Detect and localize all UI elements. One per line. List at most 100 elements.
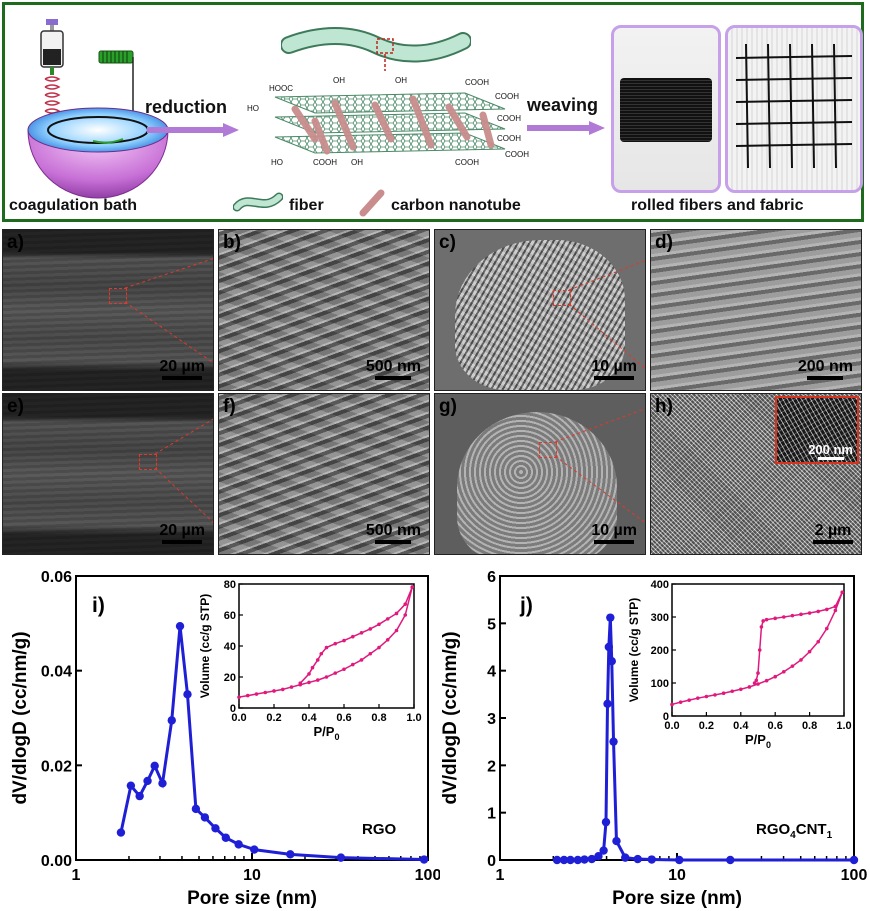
inset-y-tick-label: 0 bbox=[663, 711, 669, 723]
x-tick-label: 100 bbox=[415, 867, 440, 884]
coagulation-bath-icon bbox=[27, 107, 169, 199]
desorption-point bbox=[410, 585, 415, 589]
group-label: COOH bbox=[497, 114, 521, 123]
desorption-point bbox=[403, 602, 408, 606]
data-point bbox=[580, 855, 589, 864]
inset-x-tick-label: 0.2 bbox=[699, 720, 714, 732]
data-point bbox=[633, 854, 642, 864]
adsorption-point bbox=[816, 639, 820, 644]
data-point bbox=[612, 836, 621, 846]
group-label: HO bbox=[271, 158, 283, 167]
x-tick-label: 10 bbox=[668, 867, 686, 884]
inset-x-tick-label: 0.0 bbox=[664, 720, 679, 732]
inset-y-tick-label: 100 bbox=[651, 678, 669, 690]
desorption-point bbox=[315, 658, 320, 662]
data-point bbox=[559, 855, 569, 865]
adsorption-point bbox=[670, 702, 674, 707]
group-label: COOH bbox=[455, 158, 479, 167]
desorption-point bbox=[307, 672, 311, 676]
data-point bbox=[158, 779, 167, 788]
desorption-point bbox=[833, 604, 838, 609]
desorption-point bbox=[333, 641, 338, 646]
y-tick-label: 0.00 bbox=[41, 853, 72, 870]
scale-bar: 20 µm bbox=[159, 522, 205, 544]
rgo-cnt-structure-illustration: HOOC OH COOH HO OH COOH COOH HO COOH OH … bbox=[247, 76, 529, 167]
data-point bbox=[594, 852, 603, 861]
data-point bbox=[601, 817, 611, 827]
adsorption-point bbox=[315, 678, 320, 682]
adsorption-point bbox=[721, 691, 726, 696]
desorption-point bbox=[840, 590, 845, 595]
x-tick-label: 10 bbox=[243, 867, 261, 884]
carbon-nanotube-legend-label: carbon nanotube bbox=[391, 197, 521, 214]
data-point bbox=[167, 716, 176, 725]
desorption-point bbox=[799, 612, 803, 617]
scale-bar: 500 nm bbox=[366, 358, 421, 380]
fiber-legend-icon bbox=[233, 192, 283, 212]
data-point bbox=[604, 642, 614, 652]
adsorption-point bbox=[254, 692, 259, 696]
adsorption-point bbox=[678, 700, 683, 704]
adsorption-point bbox=[403, 613, 408, 617]
adsorption-point bbox=[368, 651, 373, 656]
data-point bbox=[234, 840, 243, 849]
adsorption-point bbox=[756, 682, 760, 686]
adsorption-point bbox=[359, 658, 364, 662]
adsorption-point bbox=[237, 695, 241, 699]
x-axis-label: Pore size (nm) bbox=[612, 888, 742, 909]
group-label: COOH bbox=[505, 150, 529, 159]
adsorption-point bbox=[764, 678, 769, 683]
data-point bbox=[587, 854, 596, 864]
panel-label: d) bbox=[655, 232, 673, 253]
data-point bbox=[116, 828, 126, 837]
sem-inset: 200 nm bbox=[775, 396, 859, 464]
y-tick-label: 6 bbox=[487, 569, 496, 586]
desorption-point bbox=[782, 615, 786, 619]
group-label: OH bbox=[395, 76, 407, 85]
data-point bbox=[849, 855, 859, 865]
data-point bbox=[126, 781, 136, 790]
data-point bbox=[606, 613, 615, 622]
inset-y-tick-label: 80 bbox=[224, 579, 236, 591]
panel-label: b) bbox=[223, 232, 241, 253]
y-tick-label: 5 bbox=[487, 616, 496, 633]
desorption-point bbox=[359, 631, 364, 635]
desorption-point bbox=[773, 616, 777, 621]
group-label: HO bbox=[247, 104, 259, 113]
desorption-point bbox=[825, 607, 829, 612]
sem-panel-g: g) 10 µm bbox=[434, 393, 646, 555]
scale-bar: 500 nm bbox=[366, 522, 421, 544]
desorption-point bbox=[790, 613, 795, 618]
desorption-point bbox=[757, 648, 762, 652]
adsorption-point bbox=[280, 687, 285, 692]
desorption-point bbox=[759, 625, 764, 629]
inset-y-tick-label: 400 bbox=[651, 579, 669, 591]
group-label: COOH bbox=[495, 92, 519, 101]
panel-label: i) bbox=[92, 594, 105, 617]
fiber-illustration bbox=[281, 27, 471, 71]
y-tick-label: 4 bbox=[487, 664, 496, 681]
data-point bbox=[286, 850, 295, 859]
reduction-label: reduction bbox=[145, 97, 228, 117]
desorption-point bbox=[385, 617, 390, 621]
scale-bar: 20 µm bbox=[159, 358, 205, 380]
desorption-point bbox=[368, 627, 373, 631]
data-point bbox=[191, 804, 201, 814]
adsorption-point bbox=[807, 649, 812, 654]
inset-x-tick-label: 0.6 bbox=[768, 720, 783, 732]
desorption-point bbox=[377, 622, 381, 627]
adsorption-point bbox=[833, 608, 838, 613]
inset-x-tick-label: 0.2 bbox=[266, 712, 281, 724]
inset-x-tick-label: 1.0 bbox=[406, 712, 421, 724]
y-tick-label: 2 bbox=[487, 758, 496, 775]
adsorption-point bbox=[713, 693, 717, 697]
adsorption-point bbox=[350, 662, 355, 667]
data-point bbox=[603, 699, 612, 708]
scale-bar: 200 nm bbox=[798, 358, 853, 380]
desorption-point bbox=[324, 645, 329, 650]
inset-y-axis-label: Volume (cc/g STP) bbox=[627, 598, 641, 702]
weaving-label: weaving bbox=[527, 95, 599, 115]
panel-label: h) bbox=[655, 396, 673, 417]
inset-y-tick-label: 0 bbox=[230, 703, 236, 715]
